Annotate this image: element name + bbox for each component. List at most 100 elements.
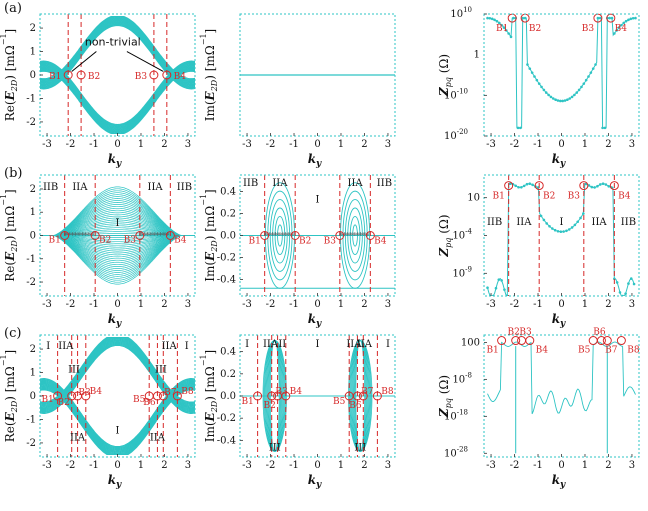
- y-tick-label: 1: [30, 47, 36, 58]
- impedance-point: [629, 17, 633, 21]
- impedance-point: [530, 71, 534, 74]
- band-curve: [40, 336, 195, 403]
- region-label: I: [116, 426, 120, 437]
- star-marker: *: [352, 232, 356, 241]
- x-tick-label: 0: [314, 460, 320, 471]
- star-marker: *: [64, 232, 68, 241]
- star-marker: *: [284, 232, 288, 241]
- y-tick-label: -0.2: [217, 253, 236, 264]
- x-tick-label: 3: [385, 299, 391, 310]
- impedance-point: [505, 29, 508, 32]
- impedance-point: [544, 91, 548, 94]
- star-marker: *: [274, 232, 278, 241]
- star-marker: *: [346, 232, 350, 241]
- impedance-point: [610, 16, 614, 20]
- panel-a2: -3 -2 -1 0 1 2 3 ky Im(E2D) [mΩ−1]: [199, 13, 396, 169]
- x-tick-label: -2: [66, 139, 76, 150]
- exceptional-point-label: B1: [241, 397, 253, 407]
- band-curve: [40, 227, 195, 236]
- x-tick-label: -1: [89, 299, 99, 310]
- loop-curve: [348, 340, 373, 452]
- exceptional-point-marker: [596, 336, 606, 346]
- loop-curve: [269, 199, 291, 272]
- impedance-point: [528, 67, 532, 70]
- impedance-point: [567, 228, 571, 231]
- y-tick-label: 1: [30, 207, 36, 218]
- exceptional-point-label: B2: [264, 401, 276, 411]
- impedance-point: [622, 21, 626, 25]
- impedance-point: [617, 26, 621, 29]
- star-marker: *: [264, 232, 268, 241]
- star-marker: *: [87, 232, 91, 241]
- exceptional-point-label: B2: [58, 398, 70, 408]
- impedance-point: [554, 98, 557, 102]
- x-tick-label: 3: [385, 460, 391, 471]
- star-marker: *: [152, 232, 156, 241]
- impedance-point: [542, 88, 546, 92]
- exceptional-point-label: B4: [374, 237, 387, 247]
- x-tick-label: -3: [486, 460, 496, 471]
- impedance-point: [520, 185, 523, 189]
- y-tick-label: 2: [30, 23, 36, 34]
- region-label: III: [354, 442, 366, 453]
- y-tick-label: 0: [30, 391, 36, 402]
- x-tick-label: -2: [266, 460, 276, 471]
- exceptional-point-label: B6: [593, 328, 606, 338]
- y-tick-label: -1: [26, 93, 36, 104]
- impedance-point: [522, 184, 526, 188]
- impedance-point: [594, 63, 597, 66]
- exceptional-point-label: B5: [333, 397, 346, 407]
- impedance-point: [582, 82, 586, 85]
- panel-a1: B1 B2 B3 B4 non-trivial -3 -2 -1 0 1 2 3 ky -2 -1 0 1 2 Re…: [0, 13, 196, 169]
- exceptional-point-marker: [358, 391, 368, 401]
- impedance-point: [580, 85, 583, 89]
- region-label: I: [245, 339, 249, 350]
- annotation-arrow: [126, 51, 164, 72]
- x-tick-label: 0: [114, 299, 120, 310]
- exceptional-point-label: B2: [543, 192, 555, 202]
- impedance-point: [502, 26, 506, 29]
- star-marker: *: [349, 232, 353, 241]
- star-marker: *: [287, 232, 291, 241]
- panel-b3: B1 B2 B3 B4 IIB IIA I IIA IIB -3 -2 -1 0 1 2 3 ky 10 10-4 1…: [437, 174, 640, 329]
- y-axis-label: Zpq (Ω): [437, 375, 453, 418]
- exceptional-point-label: B2: [508, 328, 520, 338]
- y-tick-label: 1: [474, 50, 480, 61]
- star-marker: *: [365, 232, 369, 241]
- region-label: IIA: [263, 339, 279, 350]
- exceptional-point-marker: [579, 181, 589, 191]
- band-curve: [40, 235, 195, 244]
- impedance-point: [500, 279, 503, 282]
- y-tick-label: -1: [26, 414, 36, 425]
- star-marker: *: [290, 232, 294, 241]
- x-tick-label: 2: [361, 299, 367, 310]
- plot-area: [40, 335, 195, 457]
- y-tick-label: 2: [30, 184, 36, 195]
- impedance-point: [620, 23, 623, 27]
- band-curve: [40, 186, 195, 236]
- exceptional-point-marker: [606, 13, 616, 23]
- x-tick-label: 2: [605, 139, 611, 150]
- exceptional-point-label: B3: [124, 236, 137, 246]
- x-tick-label: -3: [486, 299, 496, 310]
- impedance-point: [486, 286, 489, 289]
- loop-curve: [264, 182, 295, 289]
- exceptional-point-label: B5: [578, 346, 591, 356]
- impedance-point: [540, 85, 543, 89]
- exceptional-point-label: B3: [275, 387, 288, 397]
- y-tick-label: 1010: [450, 6, 472, 20]
- star-marker: *: [77, 232, 81, 241]
- impedance-point: [488, 16, 492, 20]
- y-axis-label: Zpq (Ω): [437, 54, 453, 97]
- x-tick-label: 1: [138, 299, 144, 310]
- star-marker: *: [355, 232, 359, 241]
- x-tick-label: -2: [510, 460, 520, 471]
- x-tick-label: 1: [582, 299, 588, 310]
- y-tick-label: 100: [461, 337, 480, 348]
- region-label: III: [155, 365, 167, 376]
- x-axis-label: ky: [108, 312, 122, 329]
